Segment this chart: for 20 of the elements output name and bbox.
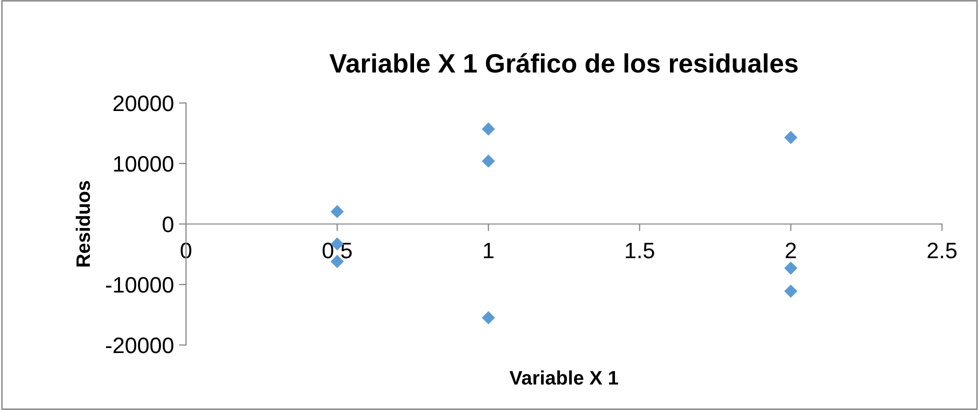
x-axis-title: Variable X 1: [510, 370, 618, 385]
y-tick-label: 0: [162, 216, 174, 232]
point: [330, 205, 344, 218]
point: [784, 262, 798, 275]
y-tick-label: -20000: [106, 338, 174, 354]
point: [784, 130, 798, 144]
x-tick-label: 0.5: [322, 242, 352, 258]
y-tick-label: -10000: [106, 277, 174, 293]
y-tick-label: 10000: [114, 156, 174, 172]
point: [482, 311, 495, 324]
x-tick-label: 1: [484, 242, 494, 258]
chart-title: Variable X 1 Gráfico de los residuales: [330, 53, 798, 73]
point: [784, 284, 798, 298]
point: [482, 122, 495, 136]
x-tick-label: 1.5: [626, 242, 654, 258]
x-tick-label: 2.5: [928, 242, 957, 258]
x-tick-label: 2: [786, 242, 796, 258]
point: [482, 154, 495, 168]
y-tick-label: 20000: [114, 96, 174, 112]
y-axis-title: Residuos: [76, 181, 90, 266]
